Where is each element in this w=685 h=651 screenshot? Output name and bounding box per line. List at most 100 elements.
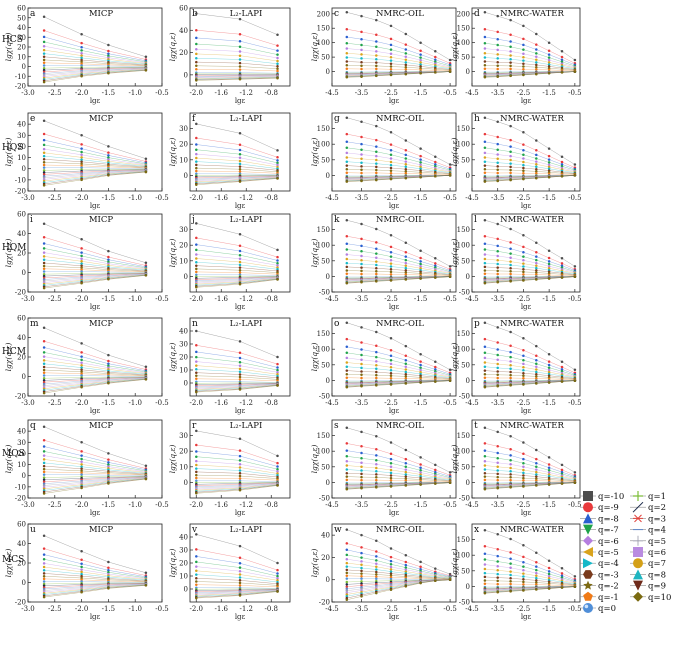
data-point-q10 bbox=[434, 482, 437, 485]
data-point-q10 bbox=[144, 170, 148, 174]
series-line-q-7 bbox=[346, 42, 451, 67]
data-point-q10 bbox=[389, 588, 393, 591]
series-line-q8 bbox=[44, 69, 146, 80]
series-line-q4 bbox=[44, 273, 146, 280]
data-point-q-1 bbox=[360, 376, 363, 380]
data-point-q10 bbox=[573, 379, 577, 382]
data-point-q-6 bbox=[42, 251, 46, 254]
data-point-q-2 bbox=[509, 168, 512, 172]
data-point-q-4 bbox=[375, 263, 378, 267]
data-point-q-5 bbox=[535, 264, 538, 267]
series-line-q-2 bbox=[346, 374, 451, 380]
data-point-q-8 bbox=[560, 58, 564, 61]
data-point-q-10 bbox=[276, 561, 279, 565]
data-point-q-6 bbox=[42, 44, 46, 48]
data-point-q-3 bbox=[483, 164, 487, 167]
series-line-q-3 bbox=[44, 573, 146, 582]
data-point-q-2 bbox=[496, 168, 499, 172]
data-point-q-7 bbox=[42, 351, 46, 354]
data-point-q10 bbox=[375, 384, 378, 387]
data-point-q-6 bbox=[195, 47, 198, 51]
data-point-q-2 bbox=[195, 374, 198, 378]
data-point-q-1 bbox=[360, 574, 363, 578]
x-tick-label: -1.5 bbox=[102, 295, 116, 303]
data-point-q-2 bbox=[509, 269, 512, 273]
x-tick-label: -0.5 bbox=[155, 295, 169, 303]
data-point-q-5 bbox=[547, 61, 551, 64]
data-point-q0 bbox=[80, 473, 83, 476]
series-line-q-9 bbox=[196, 237, 278, 258]
data-point-q-9 bbox=[42, 438, 46, 442]
data-point-q-10 bbox=[360, 222, 363, 226]
series-line-q-5 bbox=[346, 52, 451, 69]
series-line-q-4 bbox=[346, 262, 451, 275]
data-point-q10 bbox=[434, 276, 437, 279]
data-point-q-9 bbox=[360, 546, 363, 549]
data-point-q-2 bbox=[195, 267, 198, 271]
data-point-q-9 bbox=[107, 255, 110, 259]
y-tick-label: 0 bbox=[22, 472, 26, 480]
series-line-q-4 bbox=[484, 57, 575, 69]
series-line-q-10 bbox=[44, 223, 146, 264]
data-point-q-5 bbox=[238, 260, 242, 264]
series-line-q-10 bbox=[484, 117, 576, 165]
data-point-q-1 bbox=[535, 583, 538, 586]
series-line-q-3 bbox=[346, 472, 451, 481]
data-point-q-10 bbox=[375, 434, 378, 438]
data-point-q-1 bbox=[375, 67, 378, 71]
data-point-q-3 bbox=[195, 60, 198, 64]
square-marker bbox=[583, 491, 593, 501]
data-point-q-4 bbox=[80, 56, 83, 60]
data-point-q-10 bbox=[80, 33, 83, 36]
data-point-q2 bbox=[42, 68, 46, 72]
data-point-q-9 bbox=[345, 542, 349, 545]
legend-label: q=-2 bbox=[598, 582, 619, 592]
data-point-q-9 bbox=[535, 43, 538, 46]
data-point-q-4 bbox=[375, 57, 378, 61]
data-point-q-4 bbox=[419, 167, 422, 171]
data-point-q-3 bbox=[483, 575, 487, 579]
data-point-q-2 bbox=[535, 477, 538, 480]
data-point-q-9 bbox=[80, 143, 83, 146]
data-point-q-9 bbox=[389, 452, 393, 456]
data-point-q-5 bbox=[195, 364, 198, 367]
data-point-q-10 bbox=[107, 353, 110, 357]
data-point-q10 bbox=[547, 72, 551, 75]
data-point-q-10 bbox=[560, 257, 564, 260]
series-line-q-5 bbox=[196, 53, 278, 62]
y-tick-label: 40 bbox=[179, 328, 188, 336]
data-point-q-6 bbox=[389, 362, 393, 366]
series-line-q10 bbox=[346, 482, 451, 490]
data-point-q-10 bbox=[483, 218, 487, 222]
data-point-q-9 bbox=[42, 235, 46, 239]
data-point-q-10 bbox=[483, 116, 487, 119]
data-point-q-4 bbox=[195, 368, 198, 371]
data-point-q0 bbox=[195, 479, 198, 483]
data-point-q-7 bbox=[276, 574, 279, 578]
data-point-q-9 bbox=[496, 341, 499, 344]
series-line-q-9 bbox=[196, 29, 278, 46]
data-point-q10 bbox=[483, 386, 487, 389]
data-point-q-2 bbox=[535, 170, 538, 173]
data-point-q-6 bbox=[509, 50, 512, 53]
x-tick-label: -2.5 bbox=[517, 501, 531, 509]
data-point-q-4 bbox=[496, 57, 499, 60]
series-line-q-1 bbox=[196, 477, 278, 481]
data-point-q-4 bbox=[389, 570, 393, 573]
data-point-q-7 bbox=[276, 261, 279, 265]
series-line-q-2 bbox=[44, 575, 146, 582]
data-point-q-1 bbox=[496, 582, 499, 586]
y-tick-label: 0 bbox=[184, 479, 188, 487]
data-point-q-3 bbox=[195, 163, 198, 167]
data-point-q-8 bbox=[404, 48, 408, 51]
series-line-q-2 bbox=[484, 374, 575, 380]
series-line-q-5 bbox=[484, 568, 575, 584]
series-line-q-1 bbox=[484, 583, 575, 587]
data-point-q-7 bbox=[496, 43, 499, 47]
x-axis-label: lgε bbox=[90, 407, 101, 415]
data-point-q10 bbox=[42, 286, 46, 290]
data-point-q-8 bbox=[560, 163, 564, 166]
y-axis-label: lgχ(q,ε) bbox=[4, 445, 13, 474]
data-point-q-10 bbox=[360, 14, 363, 18]
